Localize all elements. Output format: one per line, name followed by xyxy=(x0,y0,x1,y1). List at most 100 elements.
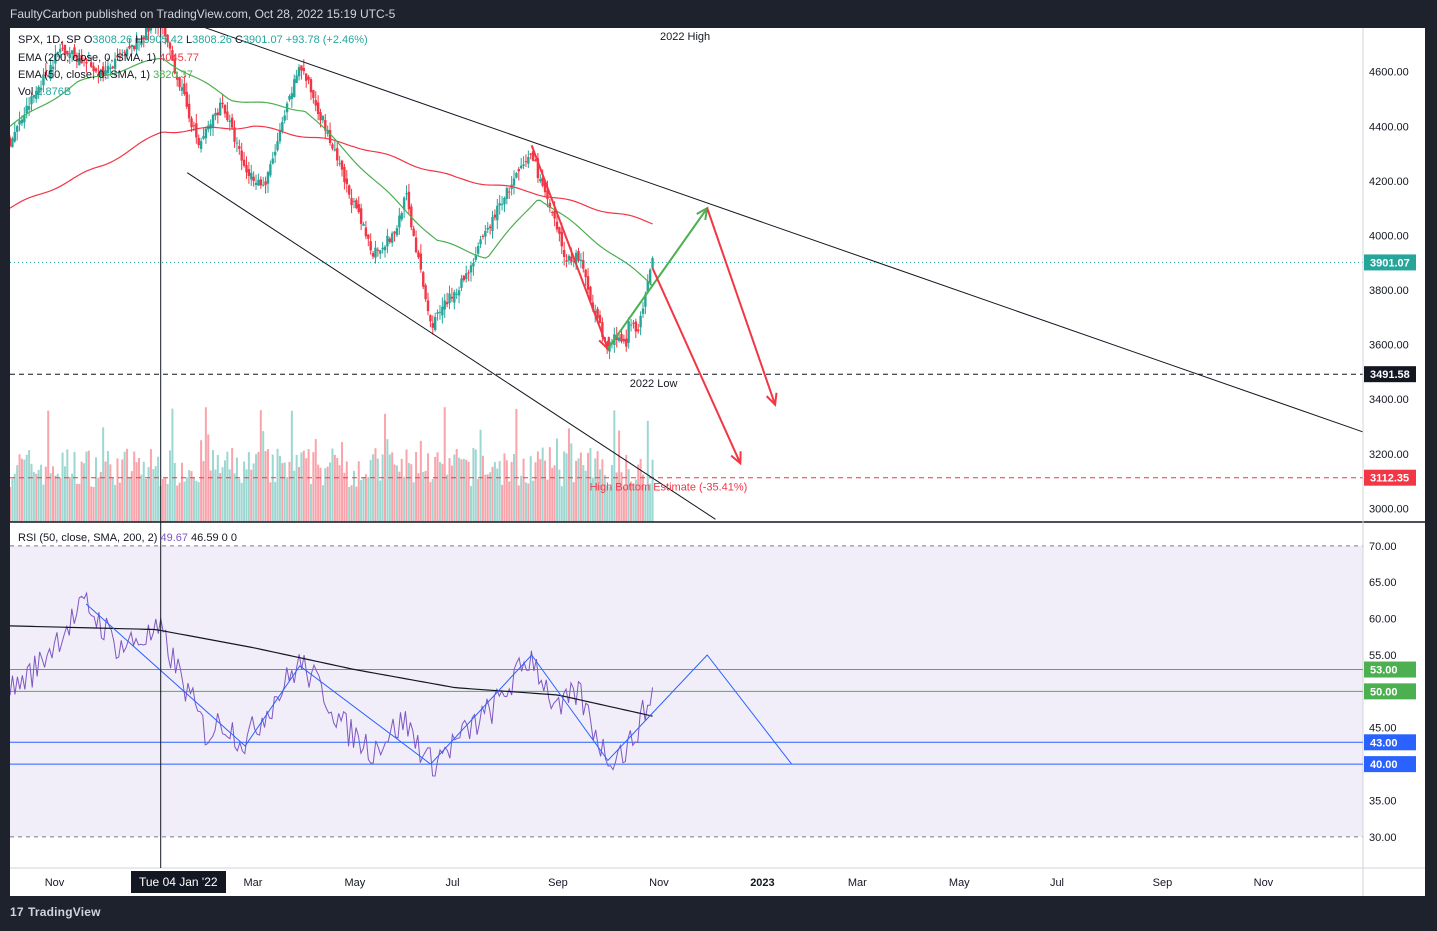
candle[interactable] xyxy=(381,247,384,250)
candle[interactable] xyxy=(496,205,499,221)
candle[interactable] xyxy=(128,46,131,49)
candle[interactable] xyxy=(250,172,253,180)
candle[interactable] xyxy=(25,105,28,114)
candle[interactable] xyxy=(637,329,640,332)
candle[interactable] xyxy=(460,278,463,288)
candle[interactable] xyxy=(99,69,102,76)
candle[interactable] xyxy=(517,169,520,172)
candle[interactable] xyxy=(166,34,169,43)
candle[interactable] xyxy=(422,272,425,287)
candle[interactable] xyxy=(512,178,516,186)
candle[interactable] xyxy=(199,141,203,149)
candle[interactable] xyxy=(574,252,578,265)
candle[interactable] xyxy=(288,96,291,100)
chart-frame[interactable]: 2022 High 2022 Low High Bottom Estimate (-… xyxy=(10,28,1425,896)
candle[interactable] xyxy=(328,130,332,144)
candle[interactable] xyxy=(13,131,16,142)
candle[interactable] xyxy=(252,176,255,181)
candle[interactable] xyxy=(498,203,501,206)
candle[interactable] xyxy=(479,239,482,245)
rsi-marker-40.00[interactable] xyxy=(1364,756,1416,773)
price-marker-3901.07[interactable] xyxy=(1364,254,1416,271)
candle[interactable] xyxy=(111,66,114,69)
candle[interactable] xyxy=(567,255,571,261)
candle[interactable] xyxy=(135,37,138,50)
candle[interactable] xyxy=(500,203,504,205)
candle[interactable] xyxy=(651,257,654,269)
candle[interactable] xyxy=(429,315,432,322)
candle[interactable] xyxy=(197,137,200,146)
candle[interactable] xyxy=(648,269,652,284)
candle[interactable] xyxy=(560,231,563,247)
candle[interactable] xyxy=(297,67,301,77)
candle[interactable] xyxy=(551,212,554,214)
candle[interactable] xyxy=(555,221,559,230)
candle[interactable] xyxy=(383,246,387,251)
candle[interactable] xyxy=(539,179,542,182)
candle[interactable] xyxy=(589,286,592,301)
rsi-marker-43.00[interactable] xyxy=(1364,734,1416,751)
candle[interactable] xyxy=(202,136,205,139)
candle[interactable] xyxy=(56,52,59,54)
candle[interactable] xyxy=(620,333,623,342)
candle[interactable] xyxy=(486,227,489,230)
candle[interactable] xyxy=(347,185,351,195)
candle[interactable] xyxy=(553,210,556,219)
candle[interactable] xyxy=(369,241,372,251)
candle[interactable] xyxy=(639,315,642,328)
red-arrow-3[interactable] xyxy=(706,207,777,405)
candle[interactable] xyxy=(467,272,470,274)
candle[interactable] xyxy=(242,159,246,166)
candle[interactable] xyxy=(519,165,523,169)
rsi-zigzag-projection[interactable] xyxy=(85,603,793,765)
candle[interactable] xyxy=(42,74,45,86)
candle[interactable] xyxy=(474,254,477,260)
candle[interactable] xyxy=(283,115,286,121)
candle[interactable] xyxy=(582,260,585,269)
candle[interactable] xyxy=(376,249,380,251)
candle[interactable] xyxy=(106,65,110,74)
candle[interactable] xyxy=(271,158,274,164)
candle[interactable] xyxy=(469,265,473,273)
candle[interactable] xyxy=(290,93,294,100)
candle[interactable] xyxy=(450,296,454,299)
candle[interactable] xyxy=(68,53,71,59)
candle[interactable] xyxy=(562,249,566,257)
candle[interactable] xyxy=(269,164,272,176)
candle[interactable] xyxy=(261,184,265,186)
candle[interactable] xyxy=(644,294,647,307)
candle[interactable] xyxy=(438,311,442,313)
price-marker-3112.35[interactable] xyxy=(1364,469,1416,486)
candle[interactable] xyxy=(142,37,145,40)
candle[interactable] xyxy=(417,252,420,258)
candle[interactable] xyxy=(113,58,117,69)
candle[interactable] xyxy=(338,163,341,165)
candle[interactable] xyxy=(254,182,258,185)
candle[interactable] xyxy=(63,44,67,55)
candle[interactable] xyxy=(140,41,143,45)
candle[interactable] xyxy=(300,65,303,71)
candle[interactable] xyxy=(493,214,497,218)
candle[interactable] xyxy=(453,292,456,303)
candle[interactable] xyxy=(472,263,475,267)
candle[interactable] xyxy=(276,141,279,151)
red-arrow-2[interactable] xyxy=(651,267,742,464)
candle[interactable] xyxy=(484,230,487,237)
upper-channel-trendline[interactable] xyxy=(161,28,1364,433)
ema200-legend[interactable]: EMA (200, close, 0, SMA, 1) 4045.77 xyxy=(18,52,199,64)
vol-legend[interactable]: Vol 2.876B xyxy=(18,86,71,98)
candle[interactable] xyxy=(503,197,506,205)
candle[interactable] xyxy=(171,50,174,61)
candle[interactable] xyxy=(465,273,468,280)
candle[interactable] xyxy=(58,48,62,53)
candle[interactable] xyxy=(66,50,69,55)
candle[interactable] xyxy=(596,308,599,319)
candle[interactable] xyxy=(426,300,430,312)
candle[interactable] xyxy=(336,148,339,161)
candle[interactable] xyxy=(18,120,21,125)
candle[interactable] xyxy=(82,60,86,62)
candle[interactable] xyxy=(531,151,535,161)
candle[interactable] xyxy=(529,153,532,155)
candle[interactable] xyxy=(359,208,363,224)
candle[interactable] xyxy=(448,293,451,304)
